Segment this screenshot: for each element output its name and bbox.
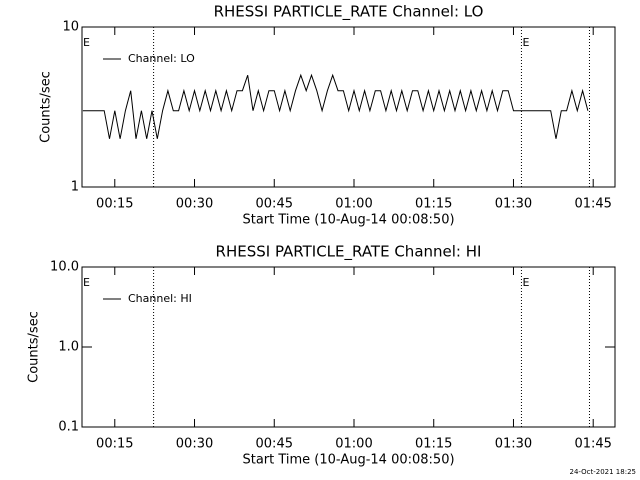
event-marker: E <box>522 36 529 49</box>
x-tick-label: 01:00 <box>335 437 372 452</box>
x-tick-label: 00:15 <box>96 197 133 212</box>
y-axis-label: Counts/sec <box>39 71 54 143</box>
x-tick-label: 01:00 <box>335 197 372 212</box>
y-tick-label: 1.0 <box>58 340 79 355</box>
legend-label: Channel: LO <box>128 52 195 65</box>
event-marker: E <box>522 276 529 289</box>
x-tick-label: 01:30 <box>495 197 532 212</box>
x-tick-label: 01:30 <box>495 437 532 452</box>
x-tick-label: 00:15 <box>96 437 133 452</box>
y-tick-label: 10.0 <box>50 260 79 275</box>
chart-title: RHESSI PARTICLE_RATE Channel: LO <box>214 3 484 22</box>
footer: 24-Oct-2021 18:25 <box>570 468 636 476</box>
x-axis-label: Start Time (10-Aug-14 00:08:50) <box>242 213 454 228</box>
x-tick-label: 01:15 <box>415 197 452 212</box>
y-axis-label: Counts/sec <box>27 311 42 383</box>
event-marker: E <box>83 36 90 49</box>
x-tick-label: 00:45 <box>256 437 293 452</box>
event-marker: E <box>83 276 90 289</box>
y-tick-label: 0.1 <box>58 420 79 435</box>
x-tick-label: 01:45 <box>574 437 611 452</box>
y-tick-label: 1 <box>71 180 79 195</box>
x-tick-label: 00:30 <box>176 437 213 452</box>
plot-frame <box>81 26 616 188</box>
x-axis-label: Start Time (10-Aug-14 00:08:50) <box>242 453 454 468</box>
data-line <box>82 73 589 139</box>
x-tick-label: 01:15 <box>415 437 452 452</box>
y-tick-label: 10 <box>62 20 79 35</box>
x-tick-label: 01:45 <box>574 197 611 212</box>
x-tick-label: 00:30 <box>176 197 213 212</box>
legend-label: Channel: HI <box>128 292 192 305</box>
x-tick-label: 00:45 <box>256 197 293 212</box>
chart-title: RHESSI PARTICLE_RATE Channel: HI <box>216 243 482 262</box>
